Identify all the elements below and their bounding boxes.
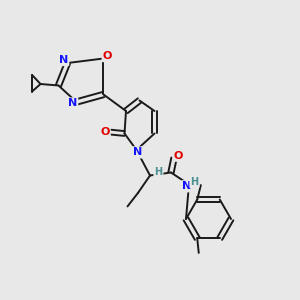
Text: H: H xyxy=(154,167,163,177)
Text: O: O xyxy=(100,127,110,137)
Text: H: H xyxy=(190,177,199,187)
Text: N: N xyxy=(59,55,68,65)
Text: O: O xyxy=(174,151,183,161)
Text: N: N xyxy=(182,181,191,191)
Text: N: N xyxy=(68,98,77,109)
Text: O: O xyxy=(103,51,112,61)
Text: N: N xyxy=(133,147,142,158)
